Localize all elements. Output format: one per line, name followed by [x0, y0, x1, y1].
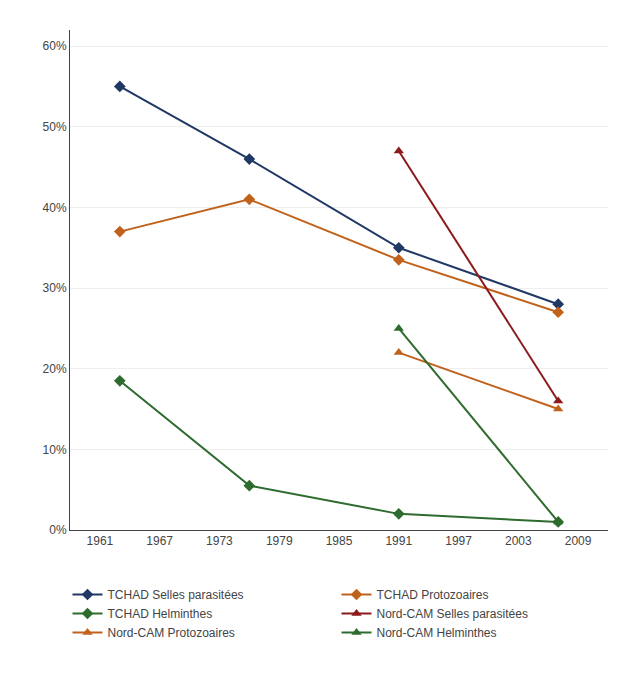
svg-text:2003: 2003: [505, 534, 532, 548]
svg-text:1961: 1961: [87, 534, 114, 548]
svg-text:1991: 1991: [385, 534, 412, 548]
svg-text:Nord-CAM Protozoaires: Nord-CAM Protozoaires: [108, 626, 235, 640]
svg-text:TCHAD Protozoaires: TCHAD Protozoaires: [377, 588, 489, 602]
svg-text:20%: 20%: [43, 362, 67, 376]
svg-text:50%: 50%: [43, 120, 67, 134]
svg-text:40%: 40%: [43, 201, 67, 215]
svg-text:10%: 10%: [43, 443, 67, 457]
svg-text:TCHAD Helminthes: TCHAD Helminthes: [108, 607, 213, 621]
svg-text:1985: 1985: [326, 534, 353, 548]
svg-text:1979: 1979: [266, 534, 293, 548]
svg-text:Nord-CAM Helminthes: Nord-CAM Helminthes: [377, 626, 497, 640]
svg-text:1997: 1997: [445, 534, 472, 548]
svg-text:1973: 1973: [206, 534, 233, 548]
svg-text:60%: 60%: [43, 39, 67, 53]
svg-text:2009: 2009: [565, 534, 592, 548]
svg-text:1967: 1967: [146, 534, 173, 548]
svg-text:Nord-CAM Selles parasitées: Nord-CAM Selles parasitées: [377, 607, 528, 621]
svg-text:TCHAD Selles parasitées: TCHAD Selles parasitées: [108, 588, 244, 602]
svg-text:0%: 0%: [49, 523, 67, 537]
svg-text:30%: 30%: [43, 281, 67, 295]
